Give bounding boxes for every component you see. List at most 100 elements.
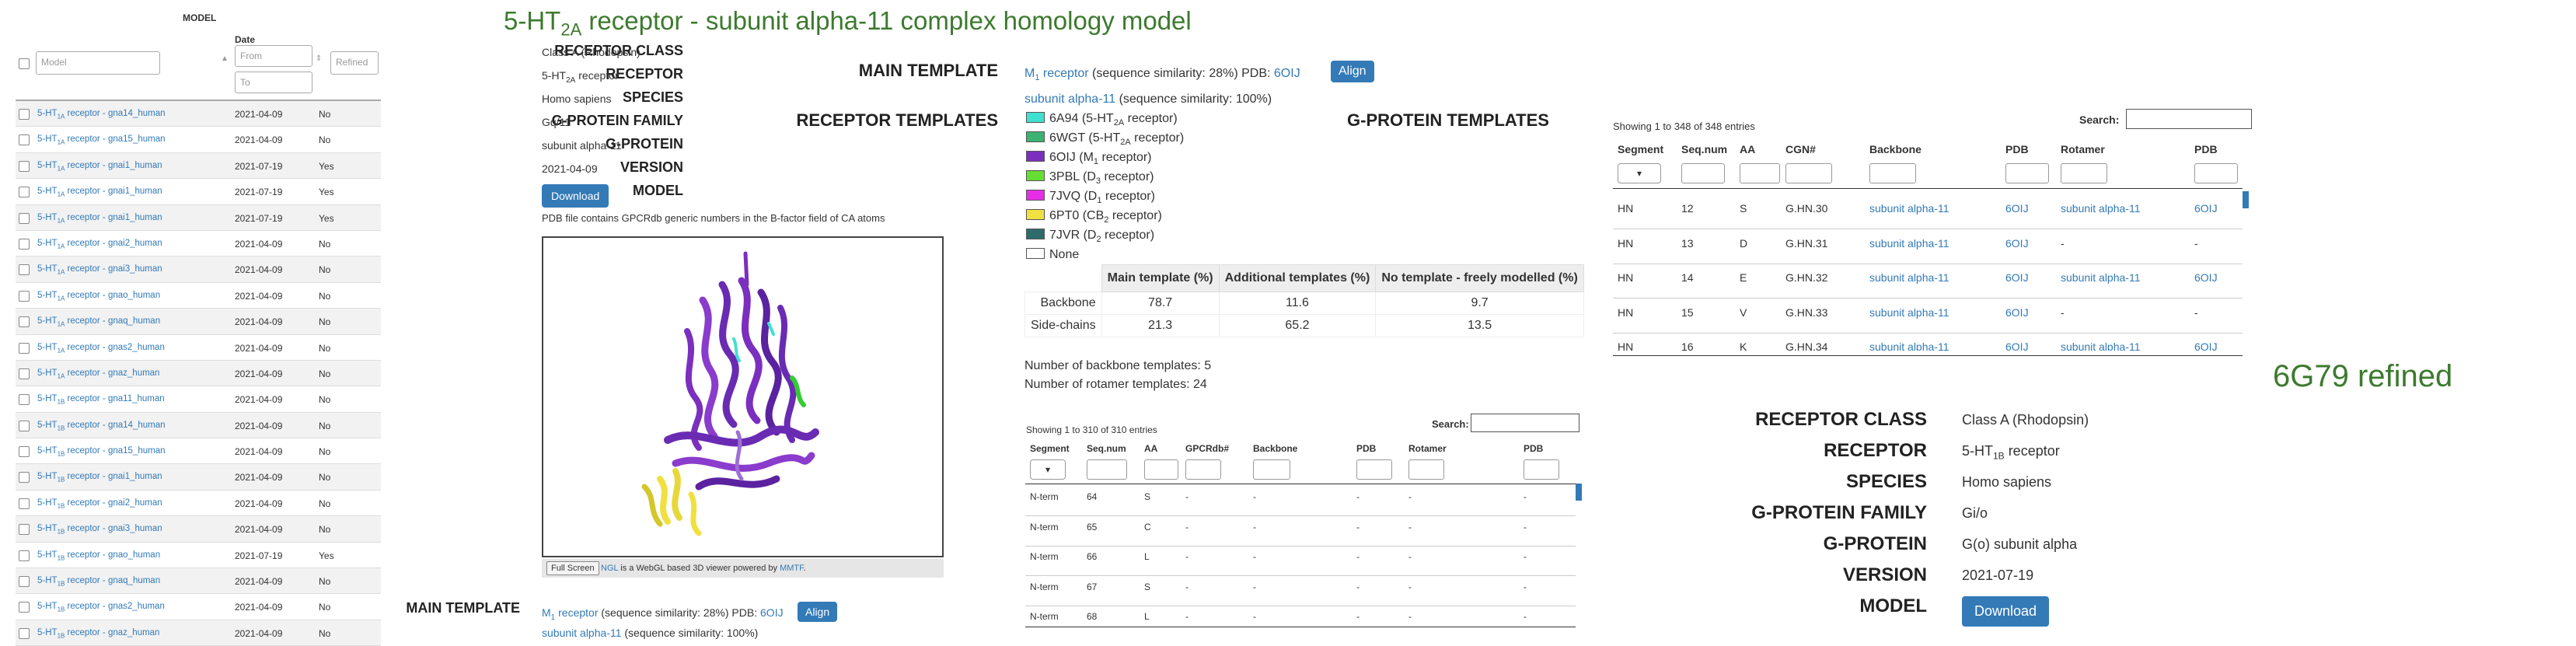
row-checkbox[interactable] [19,109,30,120]
model-link[interactable]: 5-HT1A receptor - gnai1_human [37,212,162,224]
main-pdb-link[interactable]: 6OIJ [1273,67,1300,80]
row-checkbox[interactable] [19,394,30,406]
receptor-search-input[interactable] [1471,414,1579,432]
table-link[interactable]: 6OIJ [2194,202,2218,215]
download-button[interactable]: Download [542,184,609,208]
main-receptor-link[interactable]: M1 receptor [1024,67,1089,83]
model-link[interactable]: 5-HT1B receptor - gnao_human [37,550,161,561]
model-list-row[interactable]: 5-HT1B receptor - gnai3_human 2021-04-09 N… [16,516,381,543]
model-list-row[interactable]: 5-HT1B receptor - gna14_human 2021-04-09 N… [16,412,381,439]
refined-receptor-link[interactable]: 5-HT1B receptor [1962,443,2060,462]
row-checkbox[interactable] [19,212,30,224]
model-list-row[interactable]: 5-HT1A receptor - gnai3_human 2021-04-09 N… [16,257,381,283]
model-link[interactable]: 5-HT1A receptor - gnas2_human [37,342,165,354]
table-link[interactable]: 6OIJ [2005,271,2029,284]
model-link[interactable]: 5-HT1B receptor - gna11_human [37,394,165,406]
model-list-row[interactable]: 5-HT1A receptor - gnaq_human 2021-04-09 No [16,309,381,335]
mmtf-link[interactable]: MMTF [780,564,804,573]
model-list-row[interactable]: 5-HT1B receptor - gna11_human 2021-04-09 N… [16,386,381,413]
model-list-row[interactable]: 5-HT1A receptor - gnai1_human 2021-07-19 Y… [16,152,381,180]
model-list-row[interactable]: 5-HT1A receptor - gnai1_human 2021-07-19 Y… [16,204,381,231]
column-header[interactable]: Rotamer [1408,443,1447,454]
column-filter-input[interactable] [1185,459,1221,480]
sort-both-icon[interactable]: ⇕ [316,54,323,63]
fullscreen-button[interactable]: Full Screen [546,561,599,575]
row-checkbox[interactable] [19,420,30,431]
row-checkbox[interactable] [19,472,30,484]
gprotein-search-input[interactable] [2126,109,2252,129]
model-list-row[interactable]: 5-HT1A receptor - gna15_human 2021-04-09 N… [16,127,381,153]
model-link[interactable]: 5-HT1A receptor - gnai1_human [37,187,162,198]
row-checkbox[interactable] [19,342,30,354]
column-header[interactable]: Segment [1618,143,1664,155]
model-list-row[interactable]: 5-HT1B receptor - gnai2_human 2021-04-09 N… [16,491,381,517]
row-checkbox[interactable] [19,576,30,588]
column-filter-input[interactable] [1144,459,1178,480]
column-header[interactable]: Seq.num [1087,443,1126,454]
row-checkbox[interactable] [19,160,30,172]
table-link[interactable]: 6OIJ [2194,340,2218,351]
column-header[interactable]: PDB [2194,143,2218,155]
date-from-input[interactable]: From [235,45,312,67]
table-link[interactable]: 6OIJ [2005,340,2029,351]
model-link[interactable]: 5-HT1A receptor - gnai2_human [37,238,162,250]
row-checkbox[interactable] [19,134,30,146]
model-link[interactable]: 5-HT1B receptor - gnaz_human [37,627,160,640]
table-link[interactable]: subunit alpha-11 [1869,202,1949,215]
column-header[interactable]: AA [1144,443,1158,454]
column-filter-input[interactable] [1524,459,1559,480]
model-link[interactable]: 5-HT1B receptor - gnas2_human [37,602,165,613]
refined-filter-input[interactable]: Refined [330,51,379,75]
model-list-row[interactable]: 5-HT1B receptor - gnai1_human 2021-04-09 N… [16,464,381,491]
column-header[interactable]: GPCRdb# [1185,443,1230,454]
receptor-link[interactable]: 5-HT2A receptor [542,69,619,85]
row-checkbox[interactable] [19,627,30,639]
model-list-row[interactable]: 5-HT1B receptor - gna15_human 2021-04-09 N… [16,438,381,465]
model-link[interactable]: 5-HT1B receptor - gna15_human [37,446,166,458]
model-link[interactable]: 5-HT1B receptor - gnai3_human [37,524,162,536]
align-button[interactable]: Align [1331,61,1374,82]
refined-gprotein-link[interactable]: G(o) subunit alpha [1962,536,2078,552]
gprotein-link[interactable]: subunit alpha-11 [542,139,622,152]
column-filter-input[interactable] [1740,163,1780,183]
table-scrollbar[interactable] [1576,484,1582,501]
column-header[interactable]: Backbone [1253,443,1298,454]
table-link[interactable]: 6OIJ [2005,236,2029,250]
model-list-row[interactable]: 5-HT1A receptor - gna14_human 2021-04-09 N… [16,101,381,127]
column-filter-input[interactable] [2005,163,2049,183]
model-list-row[interactable]: 5-HT1A receptor - gnaz_human 2021-04-09 No [16,360,381,387]
structure-viewer[interactable] [542,236,944,557]
column-filter-input[interactable] [1356,459,1392,480]
column-header[interactable]: Segment [1030,443,1070,454]
row-checkbox[interactable] [19,524,30,536]
column-header[interactable]: PDB [1356,443,1377,454]
column-filter-input[interactable] [1408,459,1444,480]
select-all-checkbox[interactable] [19,58,30,69]
model-link[interactable]: 5-HT1B receptor - gnai2_human [37,498,162,510]
model-list-row[interactable]: 5-HT1B receptor - gnaq_human 2021-04-09 No [16,568,381,595]
row-checkbox[interactable] [19,264,30,276]
table-link[interactable]: subunit alpha-11 [1869,306,1949,319]
row-checkbox[interactable] [19,550,30,561]
segment-select[interactable]: ▾ [1030,459,1066,480]
table-link[interactable]: 6OIJ [2194,271,2218,284]
model-list-row[interactable]: 5-HT1A receptor - gnai1_human 2021-07-19 Y… [16,179,381,205]
row-checkbox[interactable] [19,368,30,379]
model-list-row[interactable]: 5-HT1A receptor - gnas2_human 2021-04-09 N… [16,335,381,361]
model-filter-input[interactable]: Model [36,51,160,75]
ngl-link[interactable]: NGL [601,564,619,573]
model-link[interactable]: 5-HT1A receptor - gnao_human [37,290,161,302]
column-header[interactable]: Backbone [1869,143,1922,155]
bottom-main-gprotein-link[interactable]: subunit alpha-11 [542,627,622,639]
column-filter-input[interactable] [1087,459,1127,480]
column-header[interactable]: PDB [1524,443,1544,454]
column-header[interactable]: CGN# [1785,143,1816,155]
table-link[interactable]: 6OIJ [2005,202,2029,215]
main-gprotein-link[interactable]: subunit alpha-11 [1024,93,1116,106]
bottom-main-pdb-link[interactable]: 6OIJ [760,606,784,619]
column-filter-input[interactable] [2194,163,2238,183]
row-checkbox[interactable] [19,238,30,250]
table-link[interactable]: subunit alpha-11 [2061,340,2141,351]
column-header[interactable]: Seq.num [1681,143,1728,155]
model-link[interactable]: 5-HT1A receptor - gnaq_human [37,316,161,328]
